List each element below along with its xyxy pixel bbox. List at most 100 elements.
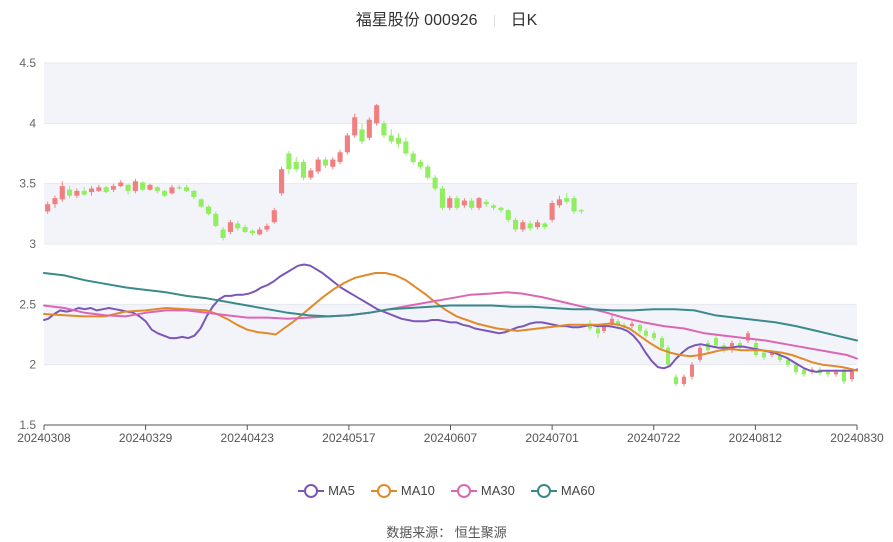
candle-body (610, 318, 614, 324)
candle-body (666, 347, 670, 365)
plot-band (44, 183, 857, 244)
candle-body (564, 198, 570, 202)
candle-body (191, 190, 197, 197)
x-tick-label: 20240423 (221, 431, 275, 445)
candle-body (198, 199, 204, 207)
candle-body (738, 342, 742, 348)
candle-body (469, 200, 475, 208)
ma-line-ma10 (43, 272, 858, 372)
candle-body (162, 190, 168, 196)
candle-body (315, 159, 321, 172)
candle-body (491, 205, 497, 208)
plot-background (44, 63, 857, 365)
candle-body (762, 352, 766, 358)
plot-band (44, 63, 857, 124)
chart-title: 福星股份 000926 日K (0, 6, 893, 30)
legend-item-ma10[interactable]: MA10 (370, 483, 435, 498)
candle-body (147, 184, 153, 190)
candle-body (417, 161, 424, 167)
candle-body (374, 105, 380, 124)
candle-body (213, 213, 219, 226)
y-tick-label: 1.5 (19, 418, 36, 432)
candle-body (330, 159, 336, 167)
legend-item-ma5[interactable]: MA5 (298, 483, 355, 498)
ma-line-ma60 (43, 272, 858, 342)
candle-body (103, 187, 109, 193)
candle-body (483, 201, 489, 205)
candle-body (279, 169, 285, 194)
candle-body (505, 210, 511, 220)
candle-body (59, 186, 65, 200)
candle-body (118, 182, 124, 187)
ma-line-ma5 (43, 263, 858, 373)
candle-body (140, 182, 146, 190)
candle-body (96, 187, 102, 191)
legend-circle (304, 483, 319, 498)
candle-body (286, 153, 292, 170)
x-tick-label: 20240722 (627, 431, 681, 445)
candle-body (220, 229, 226, 238)
candle-body (366, 119, 372, 138)
candle-body (527, 223, 533, 229)
period-label[interactable]: 日K (510, 12, 538, 29)
candle-body (74, 190, 80, 196)
candle-body (698, 347, 702, 360)
candle-body (578, 210, 584, 212)
candle-body (322, 159, 329, 166)
candle-body (154, 187, 160, 191)
candle-body (264, 225, 270, 230)
candle-body (132, 181, 138, 191)
candle-body (746, 333, 750, 341)
candlestick-chart: 1.5 2 2.5 3 3.5 4 4.5 20240308 20240329 20240423… (17, 56, 884, 445)
candle-body (549, 202, 555, 220)
candle-body (834, 371, 838, 375)
legend: MA5 MA10 MA30 MA60 (0, 483, 893, 501)
candle-body (786, 359, 790, 365)
candle-body (638, 324, 642, 331)
candle-body (802, 369, 806, 375)
source-note: 数据来源： 恒生聚源 (386, 525, 507, 540)
candle-body (770, 352, 774, 356)
legend-item-ma60[interactable]: MA60 (530, 483, 595, 498)
candle-body (410, 153, 416, 162)
candle-body (227, 222, 233, 232)
candle-body (556, 199, 562, 206)
candle-body (67, 189, 73, 196)
x-axis: 20240308 20240329 20240423 20240517 20240607… (17, 424, 884, 445)
x-tick-label: 20240607 (424, 431, 478, 445)
candle-body (461, 200, 467, 206)
candle-body (542, 223, 548, 228)
legend-item-ma30[interactable]: MA30 (450, 483, 515, 498)
candle-body (498, 207, 504, 211)
candle-body (381, 123, 387, 136)
candle-body (184, 187, 190, 191)
candle-body (271, 210, 277, 223)
candle-body (826, 371, 830, 375)
candle-body (52, 198, 58, 205)
y-tick-label: 2 (29, 358, 36, 372)
y-tick-label: 4.5 (19, 56, 36, 70)
y-tick-label: 2.5 (19, 297, 36, 311)
candle-body (534, 222, 541, 228)
candle-body (690, 364, 694, 377)
legend-marker-icon (298, 483, 325, 498)
candle-body (425, 166, 431, 178)
x-tick-label: 20240812 (729, 431, 783, 445)
legend-label: MA5 (328, 483, 355, 498)
x-tick-label: 20240308 (17, 431, 71, 445)
candle-body (520, 222, 526, 230)
legend-circle (456, 483, 471, 498)
candle-body (660, 338, 664, 348)
candle-body (652, 333, 656, 339)
candle-body (476, 198, 482, 208)
candle-body (794, 364, 798, 372)
candle-body (205, 206, 212, 214)
candle-body (257, 229, 263, 235)
legend-label: MA30 (480, 483, 515, 498)
candle-body (454, 198, 460, 208)
legend-label: MA10 (400, 483, 435, 498)
y-axis: 1.5 2 2.5 3 3.5 4 4.5 (19, 56, 36, 432)
y-tick-label: 4 (29, 116, 36, 130)
candle-body (344, 135, 350, 153)
candle-body (644, 330, 648, 336)
